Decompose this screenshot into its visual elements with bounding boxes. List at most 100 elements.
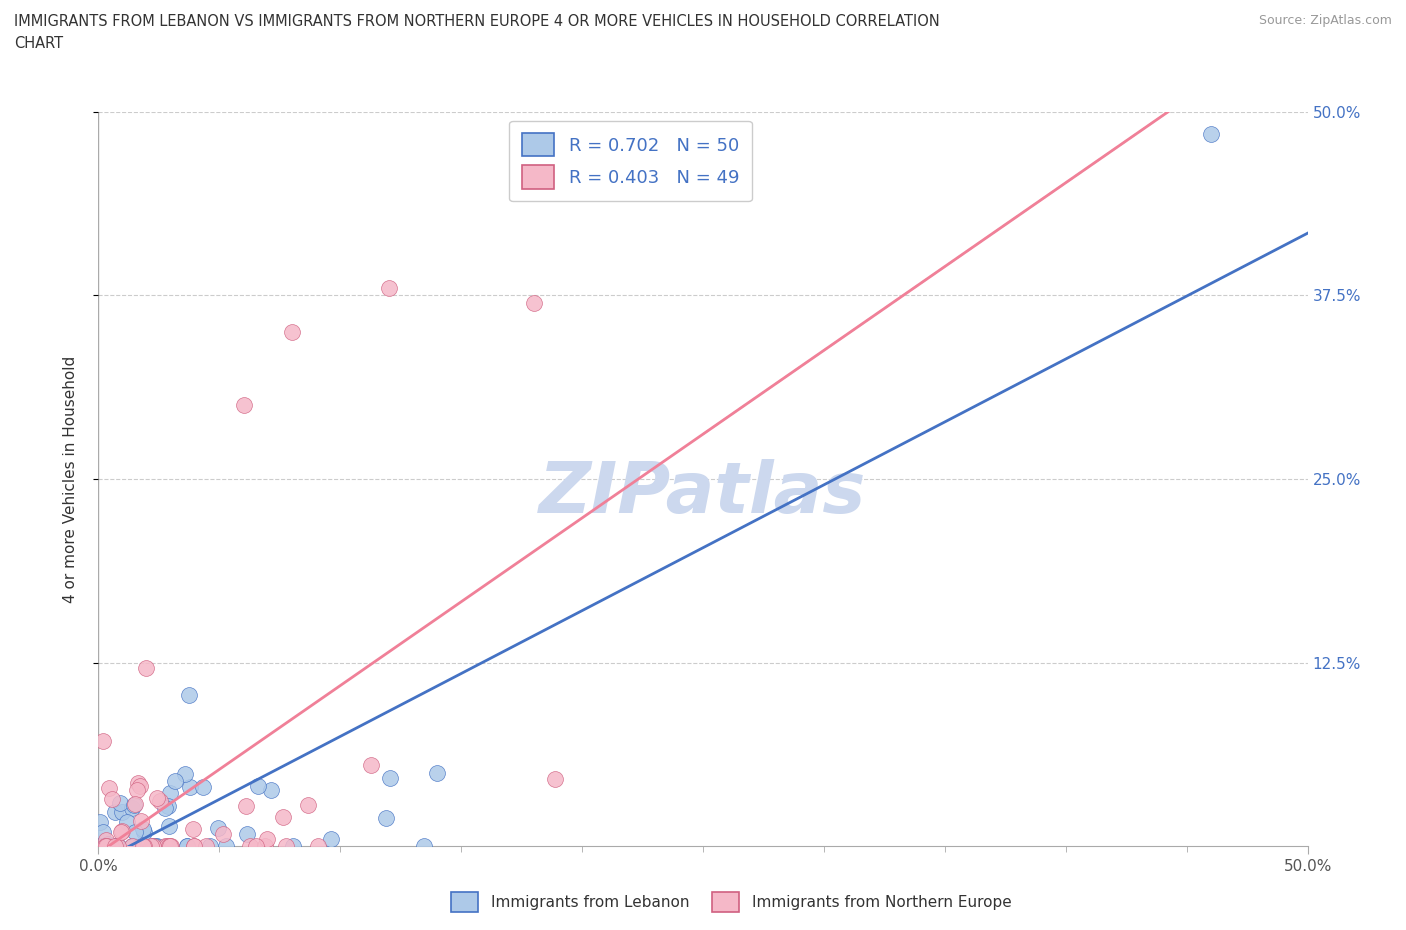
Point	[236, 826, 259, 841]
Point	[107, 839, 129, 854]
Point	[523, 295, 546, 310]
Point	[176, 839, 198, 854]
Point	[122, 839, 145, 854]
Point	[149, 793, 172, 808]
Point	[143, 839, 166, 854]
Point	[215, 839, 238, 854]
Point	[212, 826, 235, 841]
Point	[121, 801, 143, 816]
Point	[297, 797, 319, 812]
Point	[135, 660, 157, 675]
Point	[281, 325, 304, 339]
Point	[110, 825, 132, 840]
Point	[110, 804, 132, 819]
Point	[122, 797, 145, 812]
Point	[153, 839, 176, 854]
Point	[129, 778, 152, 793]
Point	[96, 839, 118, 854]
Point	[245, 839, 267, 854]
Point	[181, 821, 204, 836]
Point	[93, 839, 115, 854]
Point	[177, 688, 200, 703]
Point	[111, 824, 134, 839]
Point	[253, 839, 276, 854]
Point	[153, 801, 176, 816]
Text: ZIPatlas: ZIPatlas	[540, 459, 866, 528]
Point	[121, 839, 143, 854]
Point	[96, 839, 118, 854]
Point	[176, 839, 198, 854]
Point	[124, 796, 146, 811]
Point	[101, 791, 124, 806]
Point	[194, 839, 217, 854]
Point	[377, 281, 399, 296]
Point	[121, 839, 143, 854]
Point	[159, 818, 181, 833]
Point	[260, 783, 283, 798]
Y-axis label: 4 or more Vehicles in Household: 4 or more Vehicles in Household	[63, 355, 77, 603]
Point	[89, 815, 111, 830]
Point	[160, 839, 183, 854]
Text: Source: ZipAtlas.com: Source: ZipAtlas.com	[1258, 14, 1392, 27]
Point	[163, 773, 186, 788]
Legend: R = 0.702   N = 50, R = 0.403   N = 49: R = 0.702 N = 50, R = 0.403 N = 49	[509, 121, 752, 201]
Point	[104, 839, 127, 854]
Text: IMMIGRANTS FROM LEBANON VS IMMIGRANTS FROM NORTHERN EUROPE 4 OR MORE VEHICLES IN: IMMIGRANTS FROM LEBANON VS IMMIGRANTS FR…	[14, 14, 939, 51]
Point	[107, 839, 129, 854]
Point	[97, 837, 120, 852]
Point	[124, 824, 146, 839]
Point	[100, 839, 122, 854]
Legend: Immigrants from Lebanon, Immigrants from Northern Europe: Immigrants from Lebanon, Immigrants from…	[444, 886, 1018, 918]
Point	[1199, 126, 1222, 141]
Point	[273, 809, 295, 824]
Point	[142, 839, 165, 854]
Point	[183, 839, 205, 854]
Point	[159, 785, 181, 800]
Point	[146, 839, 169, 854]
Point	[232, 398, 254, 413]
Point	[375, 811, 398, 826]
Point	[360, 757, 382, 772]
Point	[183, 839, 205, 854]
Point	[98, 780, 121, 795]
Point	[127, 775, 149, 790]
Point	[174, 767, 197, 782]
Point	[235, 798, 257, 813]
Point	[142, 839, 165, 854]
Point	[198, 839, 221, 854]
Point	[129, 814, 152, 829]
Point	[105, 839, 128, 854]
Point	[413, 839, 436, 854]
Point	[117, 815, 139, 830]
Point	[132, 825, 155, 840]
Point	[91, 824, 114, 839]
Point	[159, 839, 181, 854]
Point	[319, 832, 342, 847]
Point	[132, 839, 155, 854]
Point	[544, 772, 567, 787]
Point	[239, 839, 262, 854]
Point	[193, 779, 215, 794]
Point	[108, 796, 131, 811]
Point	[125, 783, 148, 798]
Point	[107, 839, 129, 854]
Point	[104, 804, 127, 819]
Point	[91, 733, 114, 748]
Point	[247, 778, 270, 793]
Point	[101, 839, 124, 854]
Point	[104, 839, 127, 854]
Point	[281, 839, 304, 854]
Point	[307, 839, 329, 854]
Point	[90, 839, 112, 854]
Point	[131, 822, 153, 837]
Point	[146, 790, 169, 805]
Point	[156, 839, 179, 854]
Point	[207, 820, 229, 835]
Point	[132, 839, 155, 854]
Point	[157, 798, 180, 813]
Point	[274, 839, 297, 854]
Point	[139, 839, 162, 854]
Point	[426, 765, 449, 780]
Point	[179, 779, 201, 794]
Point	[94, 833, 117, 848]
